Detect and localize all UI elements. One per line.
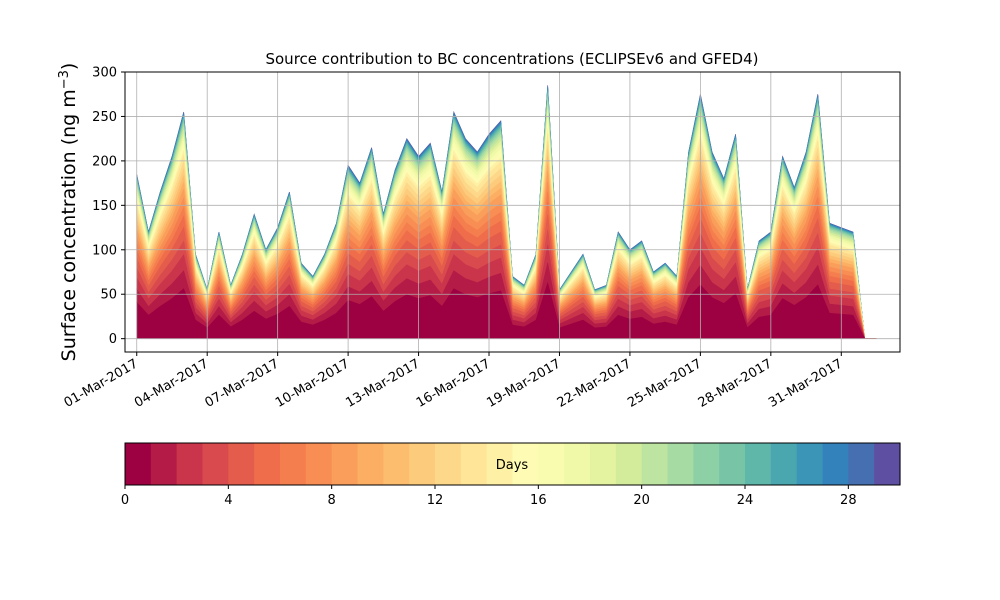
colorbar-cell: [512, 443, 539, 485]
x-tick-label: 28-Mar-2017: [696, 356, 775, 410]
colorbar-cell: [383, 443, 410, 485]
colorbar-cell: [796, 443, 824, 485]
colorbar-cell: [719, 443, 746, 485]
colorbar-tick-label: 8: [328, 493, 336, 508]
colorbar-cell: [641, 443, 669, 485]
colorbar-cell: [693, 443, 720, 485]
colorbar-cell: [280, 443, 307, 485]
colorbar-cell: [305, 443, 333, 485]
y-axis-label-close: ): [58, 63, 80, 70]
colorbar-cell: [667, 443, 694, 485]
colorbar-tick-label: 0: [121, 493, 129, 508]
colorbar-tick-label: 24: [737, 493, 754, 508]
colorbar-cell: [357, 443, 384, 485]
colorbar-cell: [254, 443, 281, 485]
x-tick-label: 01-Mar-2017: [62, 356, 141, 410]
colorbar-cell: [615, 443, 643, 485]
x-tick-label: 07-Mar-2017: [203, 356, 282, 410]
chart-title: Source contribution to BC concentrations…: [265, 50, 758, 68]
colorbar-cell: [460, 443, 488, 485]
x-axis: 01-Mar-201704-Mar-201707-Mar-201710-Mar-…: [62, 352, 845, 411]
colorbar-ticks: 0 4 8 12 16 20 24 28: [121, 485, 857, 508]
y-tick-label: 200: [92, 154, 117, 169]
y-tick-label: 250: [92, 110, 117, 125]
x-tick-label: 31-Mar-2017: [766, 356, 845, 410]
colorbar-cells: [125, 443, 901, 485]
colorbar-cell: [770, 443, 798, 485]
x-tick-label: 22-Mar-2017: [555, 356, 634, 410]
x-tick-label: 19-Mar-2017: [484, 356, 563, 410]
colorbar-tick-label: 12: [427, 493, 444, 508]
colorbar-tick-label: 4: [224, 493, 232, 508]
y-axis: 0 50 100 150 200 250 300: [92, 66, 125, 347]
x-tick-label: 16-Mar-2017: [414, 356, 493, 410]
colorbar-cell: [822, 443, 849, 485]
colorbar-cell: [538, 443, 565, 485]
colorbar-label: Days: [496, 458, 529, 473]
colorbar-frame: [124, 442, 901, 486]
colorbar-cell: [228, 443, 255, 485]
y-tick-label: 100: [92, 243, 117, 258]
x-tick-label: 10-Mar-2017: [273, 356, 352, 410]
y-axis-label: Surface concentration (ng m−3): [57, 63, 80, 362]
colorbar-tick-label: 16: [530, 493, 547, 508]
x-tick-label: 13-Mar-2017: [343, 356, 422, 410]
y-tick-label: 0: [109, 332, 117, 347]
colorbar-cell: [150, 443, 178, 485]
y-tick-label: 300: [92, 66, 117, 81]
colorbar-cell: [564, 443, 591, 485]
colorbar-tick-label: 28: [840, 493, 857, 508]
colorbar-cell: [745, 443, 772, 485]
colorbar-cell: [331, 443, 359, 485]
x-tick-label: 25-Mar-2017: [625, 356, 704, 410]
colorbar: Days 0 4 8 12 16 20 24 28: [121, 442, 901, 508]
y-tick-label: 50: [100, 288, 117, 303]
colorbar-cell: [486, 443, 514, 485]
x-tick-label: 04-Mar-2017: [132, 356, 211, 410]
colorbar-cell: [874, 443, 901, 485]
plot-frame: [124, 71, 901, 353]
colorbar-cell: [848, 443, 875, 485]
colorbar-cell: [125, 443, 152, 485]
colorbar-cell: [590, 443, 617, 485]
y-tick-label: 150: [92, 199, 117, 214]
colorbar-cell: [202, 443, 229, 485]
y-axis-label-main: Surface concentration (ng m: [58, 89, 80, 361]
colorbar-tick-label: 20: [633, 493, 650, 508]
colorbar-cell: [176, 443, 204, 485]
colorbar-cell: [409, 443, 436, 485]
y-axis-label-exponent: −3: [57, 70, 72, 89]
colorbar-cell: [435, 443, 462, 485]
plot-area: [124, 71, 901, 353]
